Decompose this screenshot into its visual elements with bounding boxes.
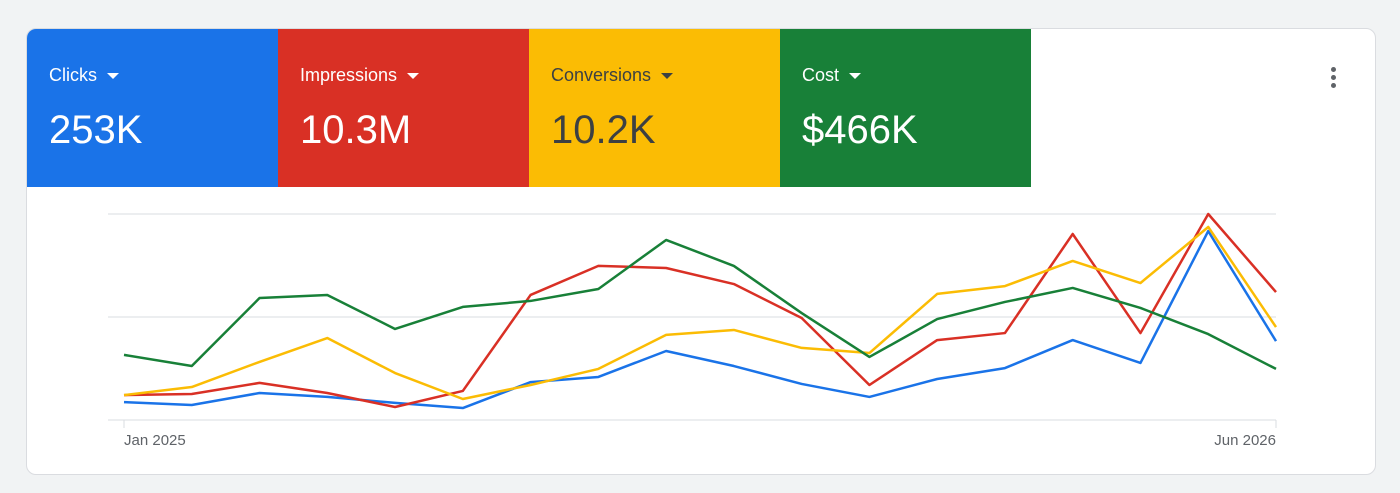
metric-name: Cost [802,65,840,85]
metric-value: 10.3M [300,108,412,152]
metric-tile[interactable]: Impressions 10.3M [278,29,529,187]
x-tick-label: Jan 2025 [124,432,186,449]
metric-name: Clicks [49,65,97,85]
metric-name: Conversions [551,65,652,85]
metric-label: Conversions [551,65,780,86]
x-tick-label: Jun 2026 [1214,432,1276,449]
dropdown-caret [661,72,674,79]
more-menu[interactable] [1327,67,1339,91]
dropdown-caret [849,72,862,79]
series-line [123,225,1278,401]
series-line [123,229,1278,410]
series-line [123,238,1277,371]
metric-value: 10.2K [551,108,656,152]
dropdown-caret [107,72,119,79]
dropdown-caret [407,72,420,79]
metric-tile[interactable]: Cost $466K [780,29,1031,187]
metric-tiles: Clicks 253K Impressions 10.3M Conversions 10.… [27,29,1031,187]
series-line [123,212,1277,409]
metric-tile[interactable]: Clicks 253K [27,29,278,187]
metric-value: $466K [802,108,918,152]
metric-label: Cost [802,65,1031,86]
performance-card: Clicks 253K Impressions 10.3M Conversions 10.… [26,28,1376,475]
metric-name: Impressions [300,65,398,85]
metric-label: Impressions [300,65,529,86]
metric-value: 253K [49,108,143,152]
metric-label: Clicks [49,65,278,86]
metric-tile[interactable]: Conversions 10.2K [529,29,780,187]
